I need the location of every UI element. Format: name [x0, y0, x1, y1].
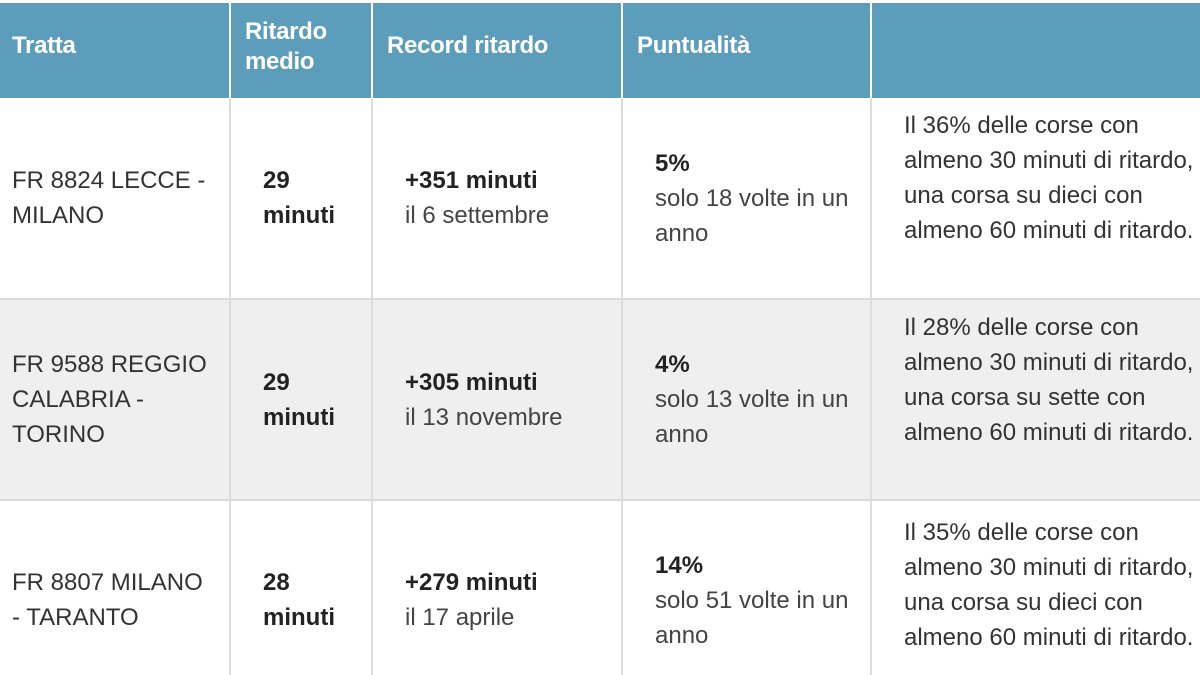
header-tratta: Tratta: [0, 3, 231, 98]
cell-record-ritardo: +305 minuti il 13 novembre: [372, 299, 623, 501]
table-row: FR 8807 MILANO - TARANTO 28 minuti +279 …: [0, 500, 1200, 675]
table-header: Tratta Ritardo medio Record ritardo Punt…: [0, 3, 1200, 98]
record-value: +279 minuti: [405, 569, 538, 596]
table-row: FR 8824 LECCE - MILANO 29 minuti +351 mi…: [0, 98, 1200, 300]
cell-record-ritardo: +351 minuti il 6 settembre: [372, 98, 623, 300]
puntualita-pct: 4%: [655, 351, 690, 378]
cell-note: Il 35% delle corse con almeno 30 minuti …: [871, 500, 1200, 675]
delays-table: Tratta Ritardo medio Record ritardo Punt…: [0, 3, 1200, 675]
puntualita-desc: solo 51 volte in un anno: [655, 586, 849, 649]
cell-record-ritardo: +279 minuti il 17 aprile: [372, 500, 623, 675]
record-date: il 6 settembre: [405, 202, 550, 229]
header-ritardo-medio: Ritardo medio: [230, 3, 373, 98]
header-puntualita: Puntualità: [622, 3, 872, 98]
cell-tratta: FR 8824 LECCE - MILANO: [0, 98, 231, 300]
ritardo-medio-value: 29 minuti: [263, 368, 335, 431]
puntualita-pct: 14%: [655, 551, 704, 579]
cell-ritardo-medio: 28 minuti: [230, 500, 373, 675]
cell-tratta: FR 9588 REGGIO CALABRIA - TORINO: [0, 299, 231, 501]
puntualita-pct: 5%: [655, 149, 690, 177]
cell-puntualita: 4% solo 13 volte in un anno: [622, 299, 872, 501]
puntualita-desc: solo 13 volte in un anno: [655, 386, 849, 448]
cell-puntualita: 14% solo 51 volte in un anno: [622, 500, 872, 675]
cell-note: Il 28% delle corse con almeno 30 minuti …: [871, 299, 1200, 501]
header-record-ritardo: Record ritardo: [372, 3, 623, 98]
record-date: il 13 novembre: [405, 403, 563, 431]
puntualita-desc: solo 18 volte in un anno: [655, 184, 849, 247]
cell-ritardo-medio: 29 minuti: [230, 98, 373, 300]
record-date: il 17 aprile: [405, 604, 515, 631]
ritardo-medio-value: 29 minuti: [263, 167, 335, 229]
record-value: +351 minuti: [405, 167, 538, 194]
cell-ritardo-medio: 29 minuti: [230, 299, 373, 501]
table-row: FR 9588 REGGIO CALABRIA - TORINO 29 minu…: [0, 299, 1200, 501]
record-value: +305 minuti: [405, 368, 538, 396]
cell-tratta: FR 8807 MILANO - TARANTO: [0, 500, 231, 675]
table-body: FR 8824 LECCE - MILANO 29 minuti +351 mi…: [0, 98, 1200, 675]
header-note: [871, 3, 1200, 98]
header-row: Tratta Ritardo medio Record ritardo Punt…: [0, 3, 1200, 98]
ritardo-medio-value: 28 minuti: [263, 569, 335, 631]
cell-puntualita: 5% solo 18 volte in un anno: [622, 98, 872, 300]
cell-note: Il 36% delle corse con almeno 30 minuti …: [871, 98, 1200, 300]
